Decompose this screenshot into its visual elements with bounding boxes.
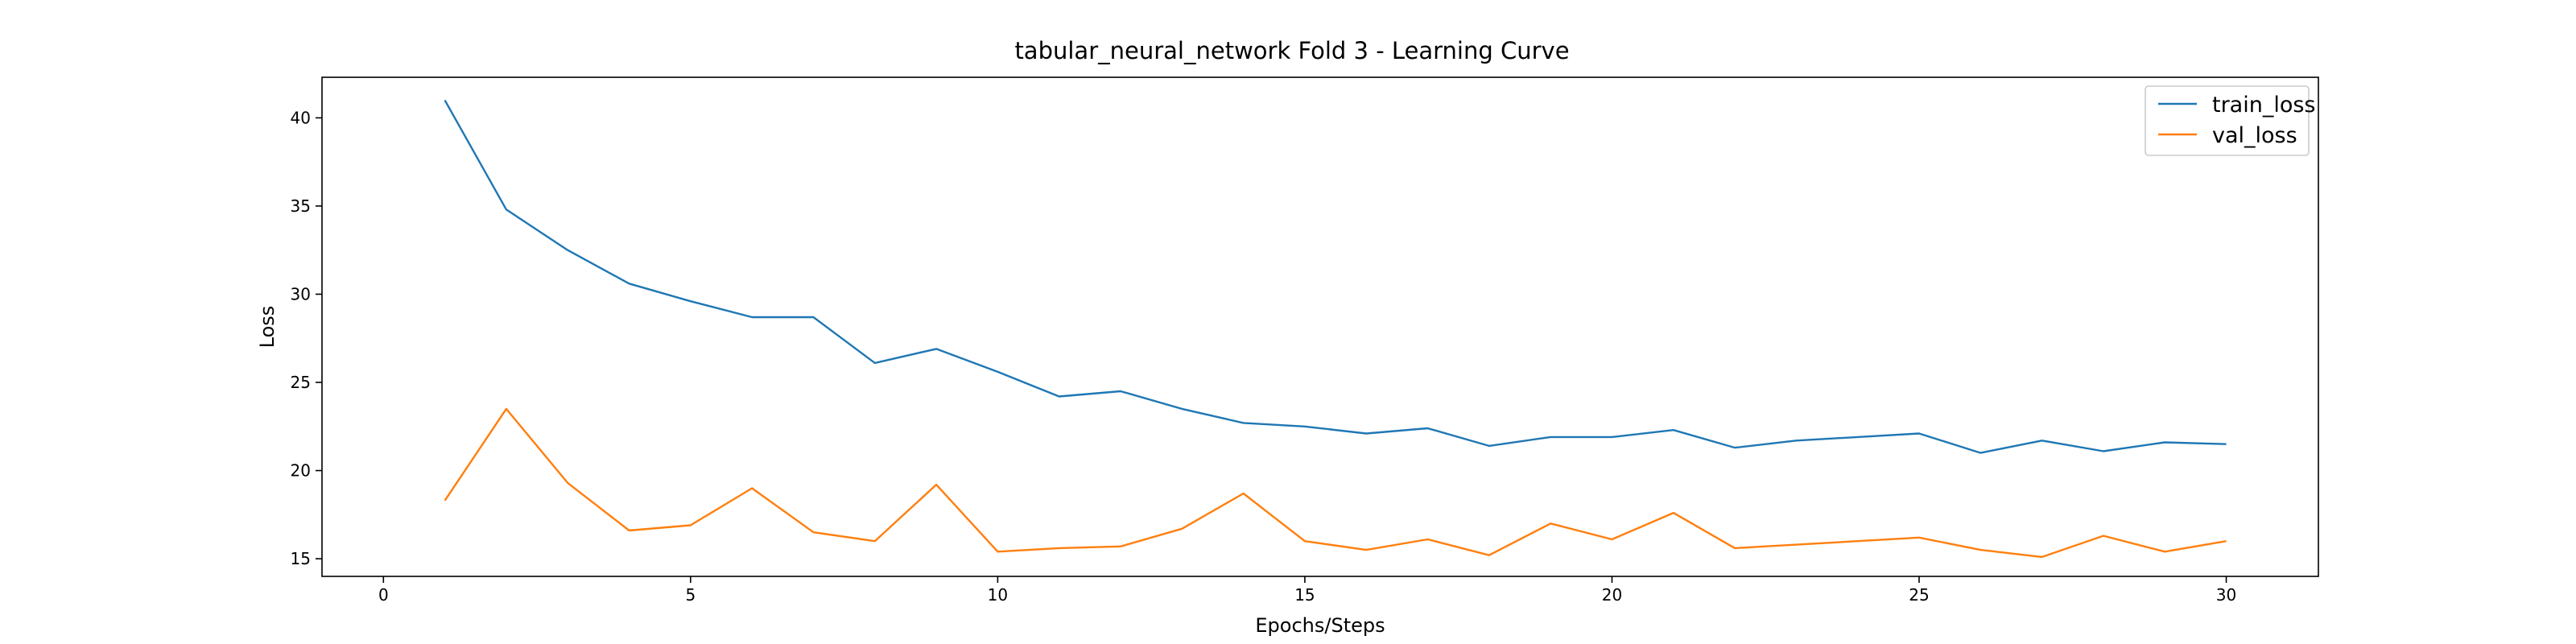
legend-label-val-loss: val_loss xyxy=(2212,123,2297,148)
y-axis-title: Loss xyxy=(256,306,279,349)
series-line-val-loss xyxy=(444,407,2227,559)
x-axis-ticks: 0 5 10 15 20 25 30 xyxy=(378,576,2236,605)
y-axis-ticks: 15 20 25 30 35 40 xyxy=(291,108,322,568)
series-layer xyxy=(444,99,2227,559)
chart-title: tabular_neural_network Fold 3 - Learning… xyxy=(1014,37,1569,64)
legend-label-train-loss: train_loss xyxy=(2212,93,2316,118)
y-tick-label: 15 xyxy=(291,549,311,568)
x-tick-label: 0 xyxy=(378,585,389,605)
plot-area-frame xyxy=(321,76,2319,577)
y-tick-label: 25 xyxy=(291,373,311,392)
x-tick-label: 30 xyxy=(2216,585,2236,605)
x-tick-label: 10 xyxy=(988,585,1008,605)
x-tick-label: 25 xyxy=(1909,585,1929,605)
y-tick-label: 30 xyxy=(291,284,311,303)
legend: train_loss val_loss xyxy=(2145,85,2316,156)
x-tick-label: 5 xyxy=(685,585,696,605)
y-tick-label: 20 xyxy=(291,461,311,481)
x-tick-label: 20 xyxy=(1602,585,1622,605)
y-tick-label: 35 xyxy=(291,196,311,216)
y-tick-label: 40 xyxy=(291,108,311,127)
x-tick-label: 15 xyxy=(1294,585,1315,605)
series-line-train-loss xyxy=(444,99,2227,454)
x-axis-title: Epochs/Steps xyxy=(1255,614,1385,637)
